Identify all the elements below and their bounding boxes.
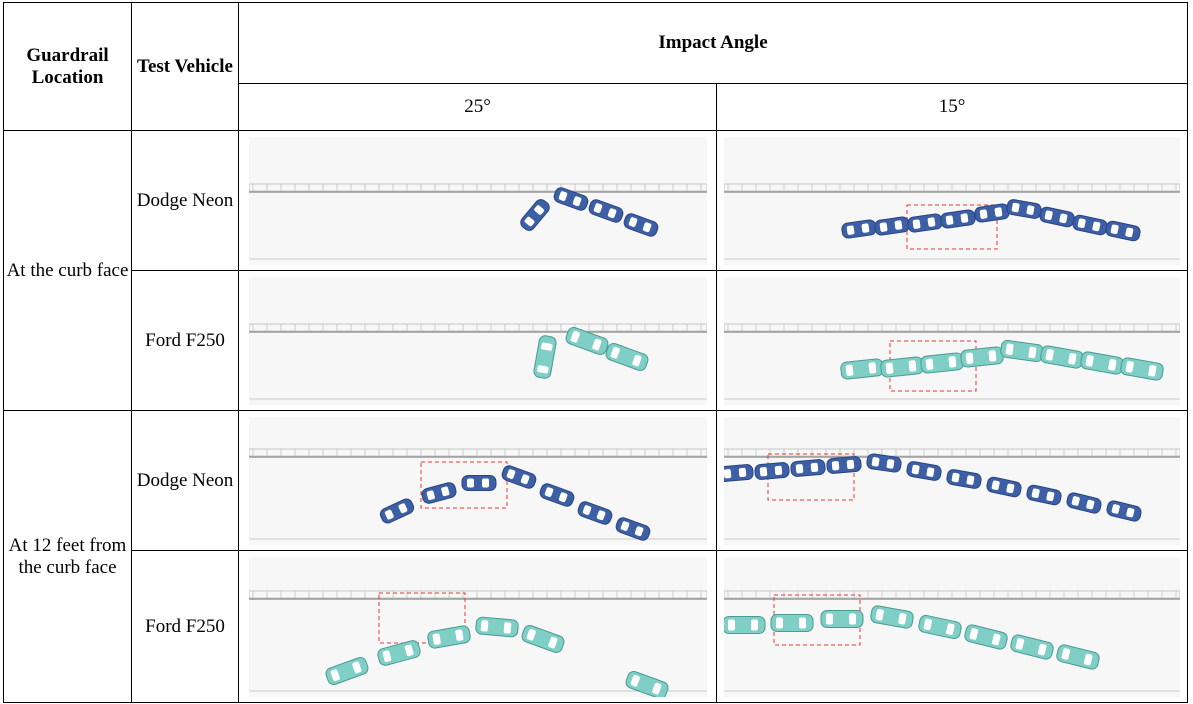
vehicle bbox=[724, 615, 766, 634]
vehicle bbox=[605, 342, 648, 371]
background bbox=[724, 276, 1180, 405]
scene-cell bbox=[716, 270, 1188, 411]
vehicle-label: Ford F250 bbox=[131, 270, 239, 411]
vehicle bbox=[960, 345, 1004, 368]
vehicle bbox=[1040, 344, 1084, 369]
vehicle bbox=[1026, 484, 1062, 505]
angle-label: 15° bbox=[716, 83, 1188, 131]
vehicle bbox=[1066, 491, 1102, 514]
vehicle bbox=[379, 497, 414, 524]
vehicle bbox=[461, 474, 496, 491]
header-location: Guardrail Location bbox=[3, 2, 132, 131]
vehicle-label: Ford F250 bbox=[131, 550, 239, 703]
vehicle bbox=[1056, 643, 1100, 670]
vehicle bbox=[986, 476, 1022, 497]
guardrail bbox=[248, 590, 707, 598]
vehicle bbox=[866, 452, 902, 473]
vehicle bbox=[940, 208, 976, 229]
vehicle bbox=[539, 482, 574, 507]
vehicle bbox=[553, 186, 588, 211]
scene bbox=[248, 136, 707, 265]
scene bbox=[248, 416, 707, 545]
vehicle bbox=[724, 463, 754, 482]
vehicle bbox=[1120, 356, 1164, 381]
scene bbox=[724, 416, 1180, 545]
vehicle bbox=[426, 624, 471, 649]
vehicle bbox=[325, 656, 368, 685]
vehicle bbox=[820, 609, 864, 628]
angle-label: 25° bbox=[238, 83, 717, 131]
background bbox=[248, 136, 707, 265]
vehicle bbox=[918, 614, 962, 639]
scene bbox=[724, 556, 1180, 697]
location-label: At 12 feet from the curb face bbox=[3, 410, 132, 703]
scene-cell bbox=[716, 550, 1188, 703]
scene-cell bbox=[238, 130, 717, 271]
scene-cell bbox=[716, 410, 1188, 551]
vehicle bbox=[615, 516, 650, 541]
vehicle bbox=[964, 623, 1008, 650]
vehicle bbox=[974, 202, 1010, 223]
vehicle bbox=[577, 500, 612, 525]
vehicle bbox=[770, 613, 814, 632]
vehicle bbox=[790, 458, 826, 477]
header-vehicle: Test Vehicle bbox=[131, 2, 239, 131]
vehicle-label: Dodge Neon bbox=[131, 410, 239, 551]
guardrail bbox=[248, 183, 707, 191]
highlight-box bbox=[378, 592, 465, 643]
vehicle bbox=[501, 464, 536, 489]
vehicle bbox=[519, 198, 550, 231]
vehicle bbox=[874, 215, 910, 236]
vehicle bbox=[588, 198, 623, 223]
vehicle bbox=[376, 639, 421, 666]
guardrail bbox=[248, 448, 707, 456]
vehicle bbox=[623, 212, 658, 237]
scene bbox=[248, 556, 707, 697]
vehicle bbox=[420, 481, 457, 504]
results-table: Guardrail Location Test Vehicle Impact A… bbox=[3, 2, 1188, 703]
vehicle bbox=[870, 604, 914, 629]
vehicle bbox=[521, 624, 564, 653]
scene-cell bbox=[238, 410, 717, 551]
vehicle bbox=[1106, 499, 1142, 522]
vehicle bbox=[754, 461, 790, 480]
vehicle-label: Dodge Neon bbox=[131, 130, 239, 271]
vehicle bbox=[565, 326, 608, 355]
vehicle bbox=[840, 357, 884, 380]
vehicle bbox=[625, 670, 668, 697]
vehicle bbox=[1105, 220, 1141, 241]
highlight-box bbox=[420, 461, 507, 508]
vehicle bbox=[826, 455, 862, 474]
vehicle bbox=[532, 334, 557, 379]
background bbox=[248, 276, 707, 405]
vehicle bbox=[946, 468, 982, 489]
scene bbox=[724, 136, 1180, 265]
scene bbox=[724, 276, 1180, 405]
guardrail bbox=[248, 323, 707, 331]
location-label: At the curb face bbox=[3, 130, 132, 411]
background bbox=[724, 136, 1180, 265]
scene-cell bbox=[238, 550, 717, 703]
vehicle bbox=[474, 616, 519, 637]
vehicle bbox=[907, 212, 943, 233]
vehicle bbox=[1010, 633, 1054, 660]
scene-cell bbox=[716, 130, 1188, 271]
header-angle: Impact Angle bbox=[238, 2, 1188, 84]
vehicle bbox=[1039, 206, 1075, 227]
scene bbox=[248, 276, 707, 405]
scene-cell bbox=[238, 270, 717, 411]
vehicle bbox=[880, 355, 924, 378]
vehicle bbox=[906, 460, 942, 481]
